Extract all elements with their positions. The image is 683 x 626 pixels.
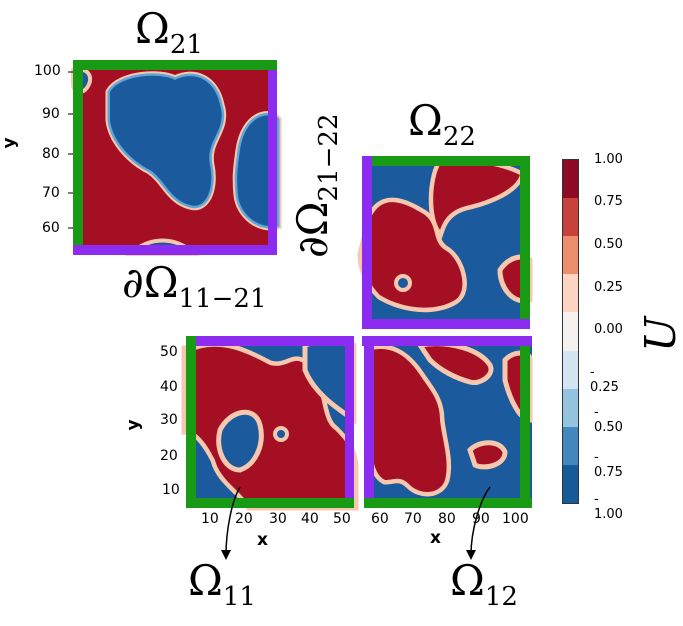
xtick: 60 — [371, 511, 389, 527]
xtick: 10 — [201, 511, 219, 527]
xlabel-left: x — [257, 530, 268, 550]
omega11-bottom-boundary — [186, 498, 354, 508]
omega12-red-region-3 — [467, 440, 508, 470]
omega21-left-boundary — [73, 66, 83, 254]
colorbar-segment — [563, 198, 578, 237]
cbtick: 0.25 — [594, 280, 623, 295]
xtick: 30 — [269, 511, 287, 527]
xlabel-right: x — [430, 528, 441, 548]
cbtick: 0.50 — [594, 237, 623, 252]
colorbar-label: U — [636, 316, 683, 352]
omega11-left-boundary — [186, 336, 196, 506]
omega11-right-boundary — [345, 336, 354, 506]
arrows — [221, 486, 491, 560]
xtick: 80 — [438, 511, 456, 527]
ylabel-top: y — [0, 137, 20, 149]
colorbar-segment — [563, 350, 578, 389]
omega21-top-boundary — [73, 60, 277, 70]
omega11-blue-region — [216, 409, 264, 473]
colorbar-segment — [563, 426, 578, 465]
boundary-21-22-label: ∂Ω21−22 — [288, 113, 344, 259]
omega22-bottom-boundary — [362, 319, 530, 329]
cbtick: - 0.50 — [594, 405, 623, 435]
xtick: 100 — [502, 511, 529, 527]
xtick: 20 — [235, 511, 253, 527]
omega22-right-boundary — [520, 160, 530, 328]
xtick: 50 — [333, 511, 351, 527]
panel-omega12 — [362, 336, 533, 508]
omega22-title: Ω22 — [408, 96, 476, 152]
omega12-right-boundary — [520, 346, 530, 506]
ytick: 60 — [42, 220, 60, 236]
colorbar-segment — [563, 388, 578, 427]
cbtick: - 1.00 — [594, 492, 623, 522]
colorbar-segment — [563, 464, 578, 503]
arrow-omega11 — [225, 486, 241, 556]
ylabel-bottom: y — [123, 419, 144, 431]
cbtick: 0.00 — [594, 322, 623, 337]
arrow-omega12 — [470, 486, 491, 556]
omega12-red-region-2 — [415, 341, 494, 386]
ytick: 40 — [160, 379, 178, 395]
omega22-blue-spot — [394, 274, 412, 292]
omega21-bottom-boundary — [73, 245, 277, 255]
panel-omega22 — [357, 156, 533, 329]
omega12-left-boundary — [364, 336, 374, 506]
omega22-top-boundary — [362, 156, 530, 166]
xtick: 40 — [301, 511, 319, 527]
cbtick: 0.75 — [594, 194, 623, 209]
ytick: 80 — [42, 146, 60, 162]
omega11-blue-spot — [273, 426, 289, 442]
colorbar-segment — [563, 160, 578, 199]
boundary-11-21-label: ∂Ω11−21 — [122, 258, 267, 314]
colorbar-segment — [563, 312, 578, 351]
omega21-title: Ω21 — [135, 4, 203, 60]
ytick: 20 — [160, 448, 178, 464]
panel-omega11 — [181, 336, 359, 511]
xtick: 70 — [404, 511, 422, 527]
cbtick: - 0.75 — [594, 450, 623, 480]
ytick: 30 — [160, 412, 178, 428]
xtick: 90 — [472, 511, 490, 527]
omega21-right-boundary — [268, 70, 277, 254]
omega22-left-boundary — [362, 156, 372, 328]
omega12-title: Ω12 — [450, 556, 518, 612]
ytick: 10 — [162, 482, 180, 498]
ytick: 90 — [42, 106, 60, 122]
colorbar — [562, 159, 579, 504]
omega11-top-boundary — [190, 336, 354, 346]
cbtick: - 0.25 — [590, 365, 619, 395]
ytick: 70 — [42, 185, 60, 201]
panel-omega21 — [71, 60, 282, 256]
colorbar-segment — [563, 236, 578, 275]
ytick: 100 — [34, 63, 61, 79]
colorbar-segment — [563, 274, 578, 313]
cbtick: 1.00 — [594, 152, 623, 167]
omega12-top-boundary — [362, 336, 532, 346]
omega11-title: Ω11 — [188, 556, 256, 612]
ytick: 50 — [160, 344, 178, 360]
omega12-bottom-boundary — [364, 498, 532, 508]
